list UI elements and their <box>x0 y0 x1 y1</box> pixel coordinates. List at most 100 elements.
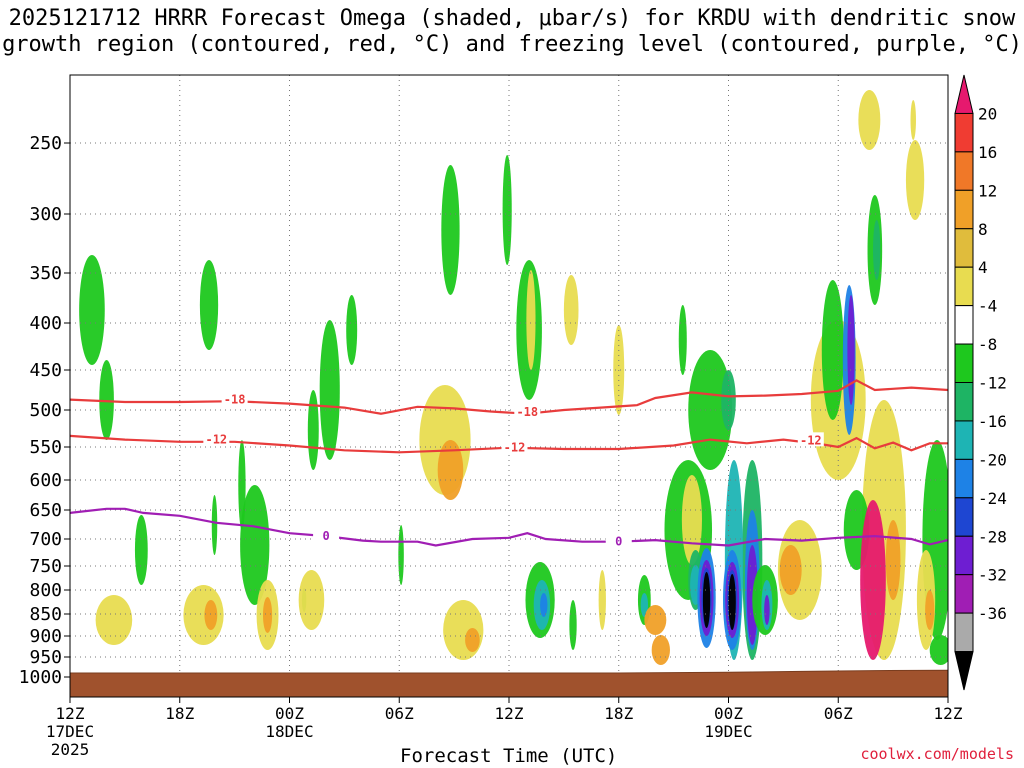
colorbar-swatch <box>954 189 974 230</box>
contour-line--18 <box>69 379 949 415</box>
omega-region <box>764 595 770 625</box>
x-tick-label: 18DEC <box>265 722 313 741</box>
omega-region <box>929 635 948 665</box>
x-tick-label: 00Z <box>275 704 304 723</box>
colorbar-swatch <box>954 535 974 576</box>
omega-shading <box>79 90 948 665</box>
ground <box>69 669 949 698</box>
y-tick-label: 800 <box>29 580 62 601</box>
colorbar-label: -12 <box>978 374 1007 393</box>
y-tick-label: 500 <box>29 400 62 421</box>
omega-region <box>540 593 548 617</box>
colorbar-label: 4 <box>978 258 988 277</box>
omega-region <box>644 605 667 635</box>
omega-region <box>211 495 218 555</box>
omega-region <box>319 320 340 460</box>
omega-region <box>847 295 855 405</box>
x-tick-label: 12Z <box>934 704 963 723</box>
colorbar-label: -20 <box>978 450 1007 469</box>
y-tick-label: 300 <box>29 204 62 225</box>
x-tick-label: 12Z <box>495 704 524 723</box>
omega-region <box>346 295 358 365</box>
x-tick-label: 2025 <box>51 740 90 759</box>
omega-region <box>134 515 148 585</box>
omega-region <box>925 590 935 630</box>
omega-region <box>779 545 802 595</box>
x-tick-label: 06Z <box>385 704 414 723</box>
y-tick-label: 700 <box>29 529 62 550</box>
omega-region <box>873 220 881 280</box>
omega-region <box>526 270 536 370</box>
contour-line--12 <box>69 434 948 454</box>
y-tick-label: 950 <box>29 647 62 668</box>
omega-region <box>651 635 670 665</box>
colorbar-label: -16 <box>978 412 1007 431</box>
credit-link[interactable]: coolwx.com/models <box>860 745 1014 763</box>
colorbar-swatch <box>954 497 974 537</box>
omega-region <box>307 390 319 470</box>
y-tick-label: 600 <box>29 470 62 491</box>
colorbar-swatch <box>954 574 974 614</box>
omega-region <box>858 90 881 150</box>
contour-label: -12 <box>504 441 526 455</box>
y-tick-label: 350 <box>29 263 62 284</box>
omega-region <box>598 570 606 630</box>
ground-surface <box>69 669 949 698</box>
contour-label-bg <box>514 404 541 419</box>
colorbar-label: 12 <box>978 181 997 200</box>
omega-region <box>99 360 114 440</box>
x-tick-label: 19DEC <box>704 722 752 741</box>
omega-region <box>443 600 484 660</box>
omega-region <box>728 574 736 630</box>
colorbar-label: -36 <box>978 604 1007 623</box>
omega-region <box>860 500 886 660</box>
contour-label-bg <box>203 431 230 446</box>
title-line-1: 2025121712 HRRR Forecast Omega (shaded, … <box>8 6 1016 31</box>
colorbar-swatch <box>954 228 974 268</box>
colorbar-label: -4 <box>978 297 997 316</box>
colorbar-swatch <box>954 151 974 191</box>
y-tick-label: 1000 <box>19 667 62 688</box>
y-tick-label: 900 <box>29 626 62 647</box>
colorbar-label: -8 <box>978 335 997 354</box>
omega-region <box>910 100 916 140</box>
omega-region <box>885 520 901 600</box>
y-tick-label: 750 <box>29 556 62 577</box>
omega-region <box>437 440 464 500</box>
x-tick-label: 12Z <box>56 704 85 723</box>
y-tick-label: 550 <box>29 437 62 458</box>
contour-line-0 <box>69 507 949 547</box>
omega-region <box>465 628 480 652</box>
omega-region <box>183 585 224 645</box>
y-tick-label: 850 <box>29 604 62 625</box>
omega-region <box>79 255 105 365</box>
omega-region <box>502 155 512 265</box>
contour-label: -12 <box>800 433 822 447</box>
contour-label: 0 <box>615 535 622 549</box>
y-tick-label: 400 <box>29 313 62 334</box>
colorbar-label: -24 <box>978 489 1007 508</box>
colorbar-swatch <box>954 382 974 422</box>
y-tick-label: 650 <box>29 500 62 521</box>
colorbar-swatch <box>954 612 974 653</box>
colorbar-label: -32 <box>978 566 1007 585</box>
contour-label: 0 <box>322 529 329 543</box>
omega-region <box>702 572 711 628</box>
omega-region <box>204 600 218 630</box>
omega-region <box>640 593 649 617</box>
x-tick-label: 18Z <box>165 704 194 723</box>
contour-label-bg <box>221 391 248 406</box>
contour-label-bg <box>605 533 632 548</box>
omega-region <box>569 600 577 650</box>
contour-lines: -18 -18 -12 -12 -12 0 0 <box>69 379 949 549</box>
contour-label-bg <box>501 439 528 454</box>
colorbar-swatch <box>954 112 974 153</box>
colorbar: 20 16 12 8 4 -4 -8 -12 -16 -20 -24 -28 -32 -36 <box>954 74 1007 691</box>
contour-label: -18 <box>516 405 538 419</box>
colorbar-label: 8 <box>978 220 988 239</box>
colorbar-swatch <box>954 651 974 691</box>
omega-region <box>821 280 844 420</box>
omega-region <box>199 260 219 350</box>
colorbar-swatch <box>954 420 974 460</box>
contour-label-bg <box>313 528 340 543</box>
